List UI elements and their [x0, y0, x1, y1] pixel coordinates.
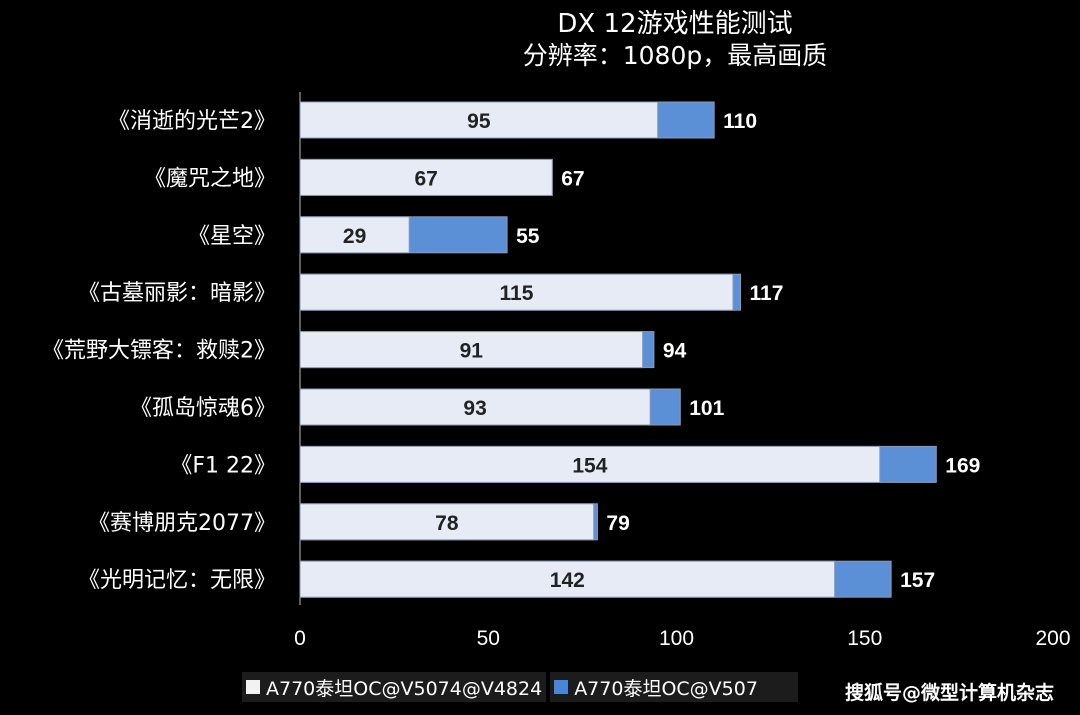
category-label: 《光明记忆：无限》	[78, 568, 276, 593]
x-tick-label: 50	[477, 627, 500, 650]
data-label-series-2: 67	[561, 167, 584, 190]
x-tick-label: 200	[1035, 627, 1070, 650]
legend-label-series-2: A770泰坦OC@V507	[574, 677, 758, 700]
data-label-series-2: 117	[750, 282, 784, 305]
data-label-series-2: 94	[663, 340, 687, 363]
data-label-series-1: 154	[572, 454, 607, 477]
legend: A770泰坦OC@V5074@V4824 A770泰坦OC@V507	[242, 672, 799, 702]
chart-subtitle: 分辨率：1080p，最高画质	[522, 41, 828, 70]
category-label: 《孤岛惊魂6》	[130, 396, 276, 421]
data-label-series-1: 91	[460, 340, 484, 363]
category-label: 《魔咒之地》	[144, 166, 276, 191]
data-label-series-1: 29	[343, 225, 366, 248]
category-label: 《消逝的光芒2》	[108, 109, 276, 134]
x-tick-label: 0	[294, 627, 306, 650]
legend-item-series-2: A770泰坦OC@V507	[550, 672, 799, 702]
bar-series-1	[299, 158, 553, 196]
data-label-series-2: 110	[723, 110, 757, 133]
category-label: 《F1 22》	[170, 453, 276, 478]
bar-series-1	[299, 216, 410, 254]
chart-title: DX 12游戏性能测试	[557, 9, 793, 39]
x-tick-label: 100	[659, 627, 694, 650]
bar-series-1	[299, 101, 659, 139]
data-label-series-2: 79	[606, 512, 629, 535]
bar-series-1	[299, 331, 644, 369]
bar-series-1	[299, 388, 651, 426]
data-label-series-1: 142	[550, 569, 585, 592]
legend-item-series-1: A770泰坦OC@V5074@V4824	[242, 672, 547, 702]
title-block: DX 12游戏性能测试 分辨率：1080p，最高画质	[300, 8, 1050, 72]
category-label: 《赛博朋克2077》	[88, 511, 276, 536]
category-label: 《古墓丽影：暗影》	[78, 281, 276, 306]
x-tick-label: 150	[847, 627, 882, 650]
data-label-series-2: 157	[900, 569, 935, 592]
data-label-series-1: 67	[414, 167, 437, 190]
bar-series-1	[299, 445, 881, 483]
category-label: 《星空》	[188, 224, 276, 249]
legend-swatch-series-1	[246, 680, 260, 694]
category-label: 《荒野大镖客：救赎2》	[42, 339, 276, 364]
legend-swatch-series-2	[554, 680, 569, 694]
data-label-series-1: 115	[500, 282, 534, 305]
data-label-series-2: 55	[516, 225, 540, 248]
bar-series-1	[299, 503, 595, 541]
data-label-series-1: 95	[467, 110, 491, 133]
legend-label-series-1: A770泰坦OC@V5074@V4824	[266, 677, 543, 700]
data-label-series-1: 93	[463, 397, 486, 420]
bar-series-1	[299, 560, 836, 598]
data-label-series-2: 169	[945, 454, 980, 477]
data-label-series-2: 101	[689, 397, 724, 420]
watermark: 搜狐号@微型计算机杂志	[844, 682, 1054, 704]
data-label-series-1: 78	[435, 512, 459, 535]
bar-series-1	[299, 273, 734, 311]
